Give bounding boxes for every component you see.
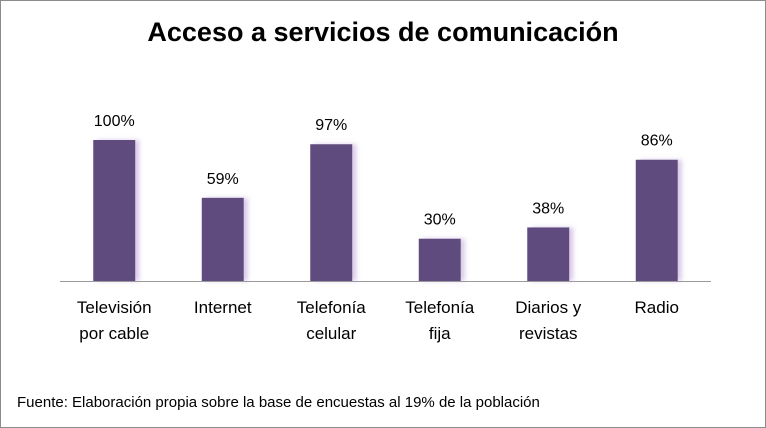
category-label-1-0: Internet (194, 298, 252, 317)
category-label-3-1: fija (429, 324, 451, 343)
category-label-4-1: revistas (519, 324, 578, 343)
data-label-3: 30% (424, 212, 456, 229)
chart-title: Acceso a servicios de comunicación (147, 17, 619, 47)
data-label-0: 100% (94, 113, 135, 130)
data-label-2: 97% (315, 117, 347, 134)
bar-3 (418, 238, 461, 281)
category-label-2-0: Telefonía (297, 298, 367, 317)
bar-5 (635, 159, 678, 281)
category-label-3-0: Telefonía (405, 298, 475, 317)
category-label-2-1: celular (306, 324, 356, 343)
category-label-0-0: Televisión (77, 298, 152, 317)
bar-chart: 100% Televisión por cable 59% Internet 97% Tel… (60, 113, 711, 343)
data-label-5: 86% (641, 133, 673, 150)
category-label-0-1: por cable (79, 324, 149, 343)
category-label-4-0: Diarios y (515, 298, 582, 317)
bar-1 (201, 197, 244, 281)
bar-2 (310, 144, 353, 281)
category-label-5-0: Radio (635, 298, 679, 317)
source-note: Fuente: Elaboración propia sobre la base… (17, 394, 540, 411)
data-label-1: 59% (207, 171, 239, 188)
bar-0 (93, 140, 136, 281)
bar-4 (527, 227, 570, 281)
data-label-4: 38% (532, 200, 564, 217)
